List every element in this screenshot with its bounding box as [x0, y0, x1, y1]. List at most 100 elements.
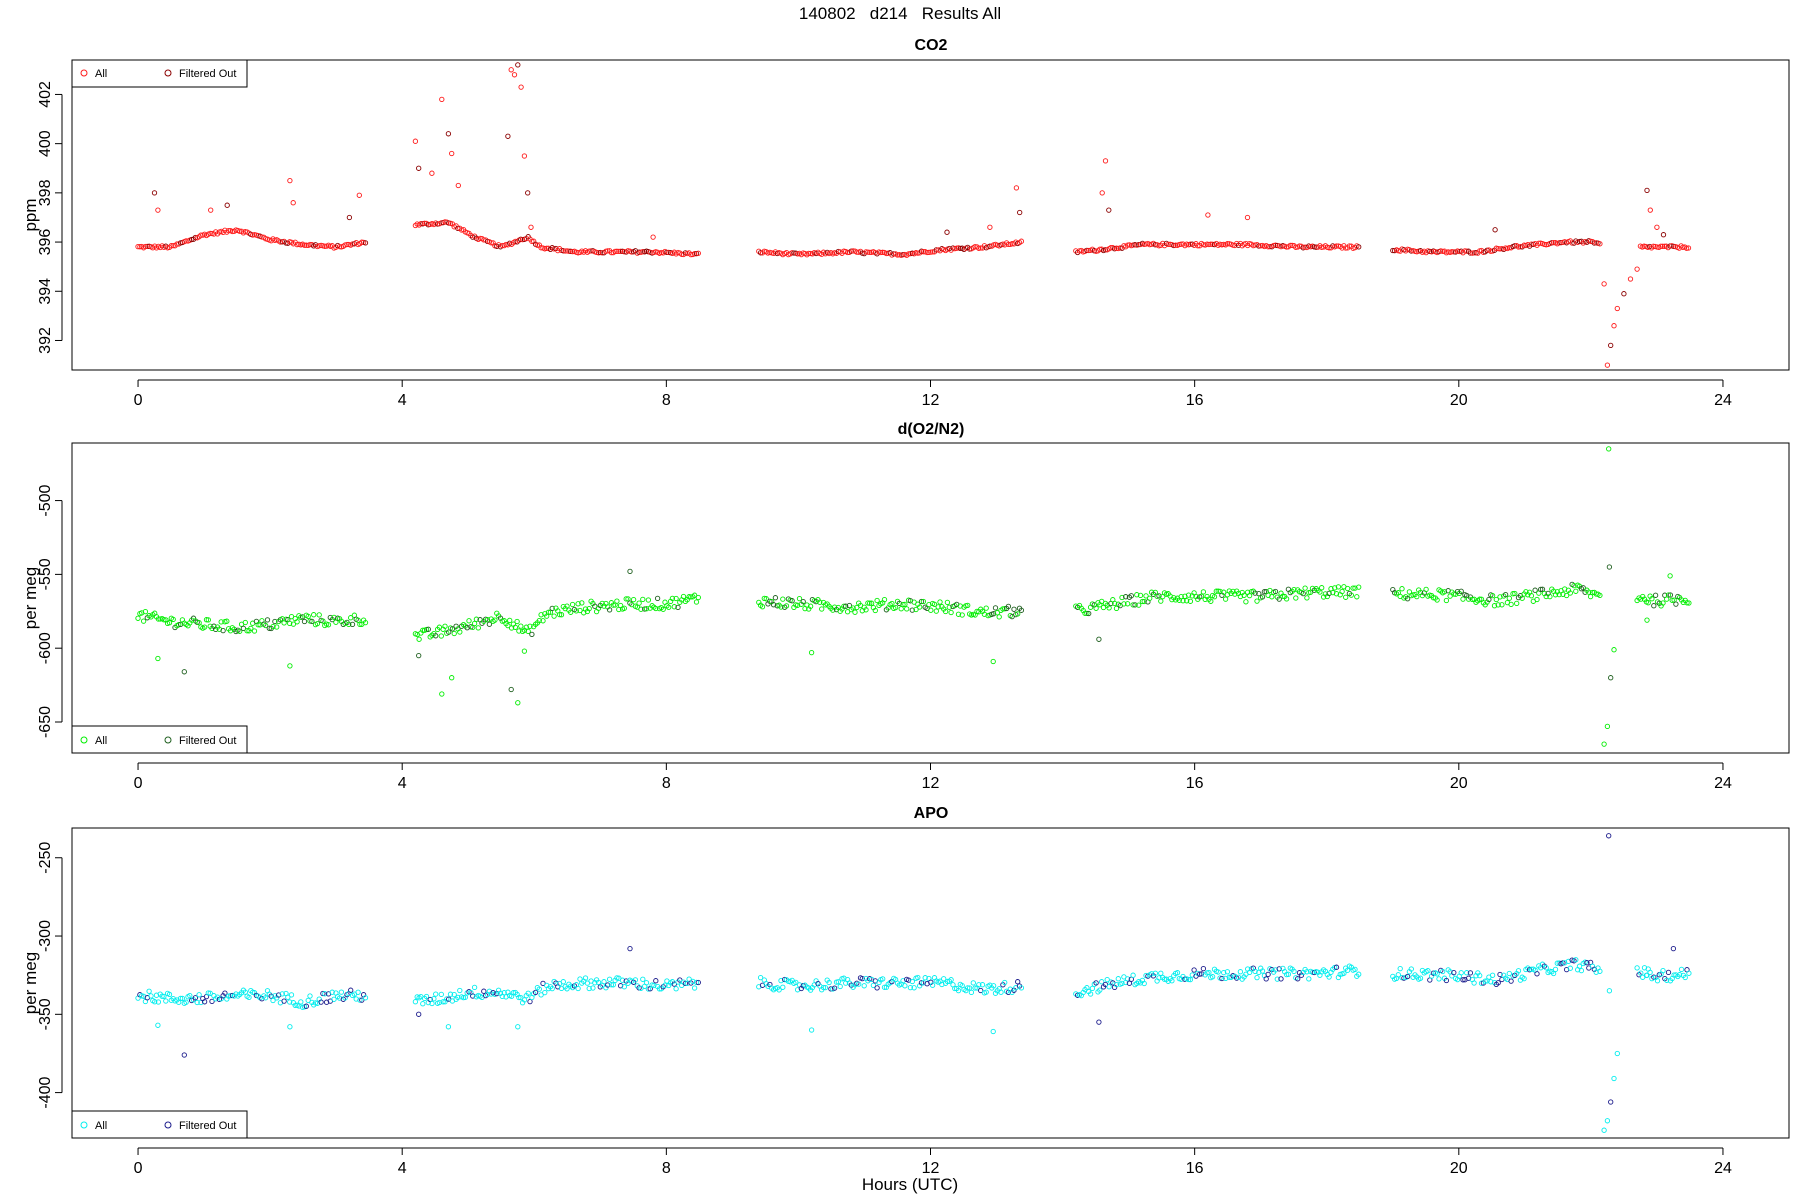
co2-spike-point [944, 229, 950, 235]
co2-y-tick-label: 392 [37, 327, 54, 354]
co2-spike-point [1102, 158, 1109, 164]
o2n2-point [759, 604, 766, 610]
apo-point [1295, 976, 1301, 982]
o2n2-point [621, 605, 627, 611]
apo-point [1397, 965, 1403, 972]
co2-point [568, 248, 574, 254]
o2n2-legend-filtered-marker [164, 736, 172, 744]
apo-point [320, 990, 326, 997]
o2n2-point [579, 600, 585, 606]
apo-point [268, 993, 274, 999]
apo-point [1263, 976, 1269, 982]
apo-point [1015, 979, 1021, 985]
o2n2-point [1156, 593, 1162, 599]
co2-point [616, 248, 622, 255]
o2n2-point [287, 620, 293, 627]
apo-point [870, 982, 877, 989]
co2-point [344, 241, 350, 248]
co2-x-tick-label: 16 [1186, 392, 1204, 409]
apo-legend-filtered-marker [164, 1121, 172, 1129]
apo-legend: All Filtered Out [71, 1110, 248, 1139]
apo-point [911, 985, 917, 991]
o2n2-point [913, 606, 919, 613]
o2n2-point [846, 602, 853, 609]
o2n2-y-tick-label: -600 [37, 632, 54, 664]
o2n2-point [1597, 592, 1603, 599]
co2-point [1172, 242, 1179, 248]
o2n2-point [349, 621, 356, 628]
o2n2-point [872, 607, 878, 614]
co2-point [1333, 243, 1340, 249]
co2-spike-point [1644, 187, 1650, 194]
apo-point [1647, 969, 1653, 976]
o2n2-spike-point [1608, 675, 1614, 681]
o2n2-point [155, 616, 162, 622]
o2n2-point [507, 617, 513, 624]
o2n2-point [1093, 605, 1099, 611]
apo-point [1124, 976, 1131, 982]
apo-point [429, 1000, 435, 1007]
apo-point [968, 989, 975, 996]
o2n2-point [1304, 595, 1310, 601]
apo-point [990, 983, 997, 989]
co2-y-tick-label: 394 [37, 278, 54, 305]
co2-x-tick-label: 24 [1714, 392, 1732, 409]
o2n2-point [237, 628, 243, 634]
o2n2-point [442, 623, 448, 629]
o2n2-point [220, 627, 226, 634]
o2n2-point [255, 622, 261, 628]
apo-point [1471, 980, 1477, 986]
o2n2-point [1221, 589, 1227, 595]
o2n2-point [1587, 593, 1594, 600]
apo-point [1156, 975, 1162, 981]
o2n2-point [965, 602, 971, 609]
co2-spike-point [290, 200, 296, 206]
o2n2-point [558, 612, 565, 618]
o2n2-point [1665, 592, 1672, 598]
o2n2-point [512, 624, 518, 630]
co2-point [168, 243, 174, 249]
o2n2-point [1141, 598, 1147, 605]
o2n2-point [1469, 596, 1475, 603]
apo-point [1682, 974, 1688, 981]
co2-point [664, 249, 670, 256]
o2n2-x-tick-label: 0 [134, 775, 143, 792]
apo-point [1634, 965, 1640, 971]
apo-point [329, 989, 335, 995]
apo-point [929, 982, 936, 988]
o2n2-y-axis-label: per meg [21, 567, 40, 629]
apo-y-tick-label: -300 [37, 920, 54, 952]
apo-point [1285, 971, 1292, 977]
o2n2-point [1002, 606, 1008, 612]
apo-spike-point [181, 1052, 187, 1058]
o2n2-point [1208, 598, 1214, 604]
apo-point [1584, 960, 1590, 966]
co2-point [499, 242, 505, 249]
co2-point [926, 249, 932, 256]
o2n2-point [1243, 599, 1249, 605]
o2n2-point [1124, 601, 1131, 607]
apo-point [614, 975, 620, 981]
o2n2-point [1344, 585, 1351, 592]
o2n2-point [874, 597, 880, 604]
o2n2-point [992, 605, 999, 611]
apo-point [362, 995, 369, 1001]
o2n2-spike-point [439, 691, 445, 697]
o2n2-point [889, 600, 895, 607]
apo-point [966, 985, 973, 991]
apo-point [861, 983, 867, 989]
apo-point [462, 994, 468, 1000]
co2-spike-point [1601, 281, 1607, 287]
apo-point [279, 991, 285, 997]
apo-point [457, 987, 463, 994]
co2-point [1005, 241, 1012, 248]
apo-point [538, 992, 544, 998]
co2-spike-point [1492, 227, 1498, 233]
apo-point [423, 993, 430, 1000]
o2n2-point [819, 606, 825, 612]
apo-point [1464, 970, 1470, 976]
apo-point [355, 989, 361, 995]
apo-point [907, 984, 914, 991]
o2n2-point [1180, 598, 1186, 604]
co2-point [225, 227, 232, 234]
